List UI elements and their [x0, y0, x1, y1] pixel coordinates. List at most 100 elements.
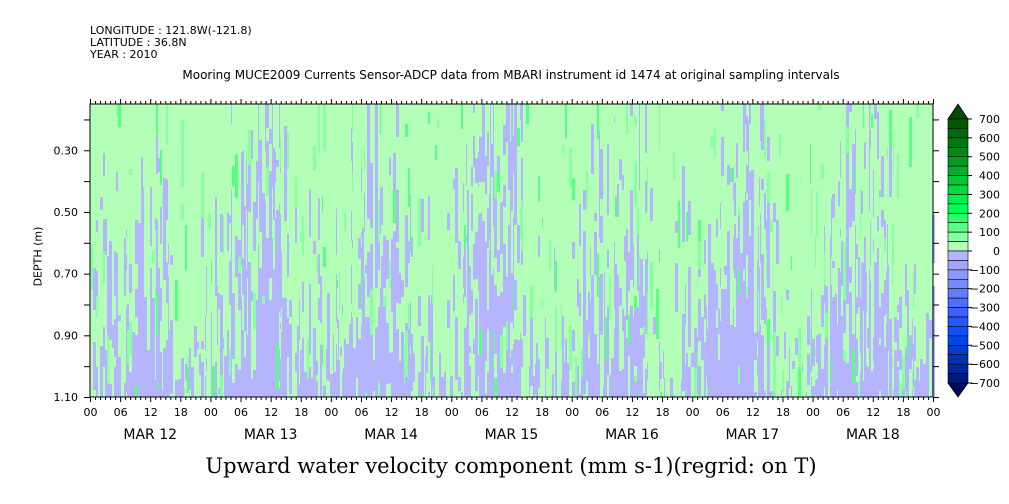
heatmap-cell — [132, 369, 135, 397]
heatmap-cell — [561, 305, 562, 347]
heatmap-cell — [764, 193, 766, 229]
heatmap-cell — [473, 244, 475, 280]
heatmap-cell — [426, 346, 428, 373]
heatmap-cell — [707, 342, 708, 388]
heatmap-cell — [506, 296, 508, 321]
heatmap-cell — [506, 104, 508, 142]
heatmap-cell — [870, 104, 871, 121]
heatmap-cell — [815, 380, 816, 395]
heatmap-cell — [206, 281, 207, 315]
heatmap-cell — [404, 384, 405, 397]
heatmap-cell — [681, 380, 682, 397]
heatmap-cell — [383, 250, 386, 260]
heatmap-cell — [718, 320, 720, 334]
heatmap-cell — [262, 304, 265, 329]
heatmap-cell — [609, 382, 611, 397]
heatmap-cell — [206, 266, 207, 281]
heatmap-cell — [375, 280, 378, 288]
heatmap-cell — [825, 313, 828, 338]
heatmap-cell — [520, 104, 521, 120]
heatmap-cell — [141, 282, 143, 297]
colorbar-band — [947, 222, 969, 233]
heatmap-cell — [830, 382, 831, 397]
heatmap-cell — [617, 195, 619, 217]
heatmap-cell — [272, 265, 273, 277]
colorbar-label: −700 — [970, 377, 1000, 390]
heatmap-cell — [362, 228, 364, 278]
heatmap-cell — [352, 317, 353, 362]
heatmap-cell — [630, 104, 633, 116]
heatmap-cell — [399, 273, 401, 304]
heatmap-cell — [562, 359, 564, 368]
heatmap-cell — [475, 232, 478, 279]
heatmap-cell — [247, 184, 248, 199]
heatmap-cell — [259, 301, 262, 342]
heatmap-cell — [863, 381, 864, 396]
heatmap-cell — [229, 375, 231, 382]
heatmap-cell — [497, 333, 500, 352]
heatmap-cell — [494, 314, 497, 354]
x-hour-label: 18 — [294, 406, 308, 419]
heatmap-cell — [685, 284, 686, 325]
heatmap-cell — [727, 295, 730, 305]
heatmap-cell — [724, 289, 727, 314]
heatmap-cell — [761, 104, 764, 150]
heatmap-cell — [489, 356, 490, 393]
heatmap-cell — [714, 341, 716, 378]
heatmap-cell — [489, 393, 490, 397]
heatmap-cell — [746, 378, 748, 397]
heatmap-cell — [168, 342, 169, 366]
heatmap-cell — [327, 293, 330, 342]
heatmap-cell — [405, 238, 408, 287]
heatmap-cell — [276, 395, 279, 397]
heatmap-cell — [909, 117, 912, 167]
heatmap-cell — [141, 157, 143, 184]
heatmap-cell — [346, 371, 349, 387]
heatmap-cell — [503, 277, 506, 327]
heatmap-cell — [262, 211, 265, 252]
heatmap-cell — [342, 305, 343, 314]
heatmap-cell — [586, 375, 588, 381]
heatmap-cell — [244, 357, 246, 397]
heatmap-cell — [410, 385, 411, 397]
heatmap-cell — [748, 120, 749, 165]
heatmap-cell — [490, 285, 491, 322]
heatmap-cell — [617, 184, 619, 195]
heatmap-cell — [526, 104, 529, 124]
heatmap-cell — [269, 185, 272, 223]
heatmap-cell — [743, 281, 745, 292]
heatmap-cell — [594, 361, 597, 385]
heatmap-cell — [370, 278, 373, 289]
heatmap-cell — [843, 242, 846, 264]
heatmap-cell — [129, 372, 132, 379]
heatmap-cell — [849, 267, 852, 283]
heatmap-cell — [248, 278, 251, 289]
heatmap-cell — [405, 331, 408, 377]
heatmap-cell — [926, 393, 929, 397]
heatmap-cell — [393, 252, 396, 281]
heatmap-cell — [158, 389, 160, 397]
heatmap-cell — [244, 206, 246, 256]
heatmap-cell — [287, 334, 289, 357]
heatmap-cell — [362, 342, 364, 365]
heatmap-cell — [645, 286, 647, 334]
heatmap-cell — [879, 345, 881, 391]
heatmap-cell — [458, 241, 461, 269]
heatmap-cell — [586, 353, 588, 375]
heatmap-cell — [637, 382, 639, 394]
heatmap-cell — [309, 189, 311, 225]
x-hour-label: 00 — [324, 406, 338, 419]
heatmap-cell — [639, 345, 640, 375]
heatmap-cell — [251, 291, 253, 301]
heatmap-cell — [708, 224, 711, 274]
heatmap-cell — [135, 220, 138, 264]
heatmap-cell — [645, 104, 647, 153]
heatmap-cell — [786, 174, 789, 211]
heatmap-cell — [339, 272, 340, 310]
heatmap-cell — [886, 323, 887, 361]
heatmap-cell — [284, 206, 287, 221]
heatmap-cell — [856, 297, 858, 314]
heatmap-cell — [838, 369, 840, 378]
heatmap-cell — [364, 143, 365, 172]
colorbar-band — [947, 203, 969, 214]
